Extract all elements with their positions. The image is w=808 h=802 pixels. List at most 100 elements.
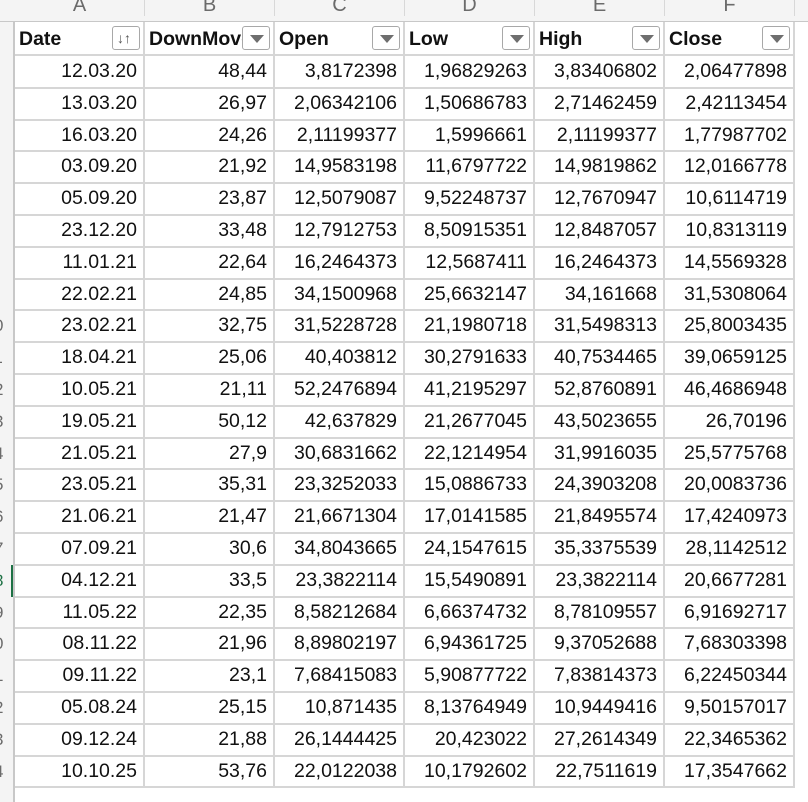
cell-open[interactable]: 3,8172398 [275, 56, 405, 89]
cell-low[interactable]: 25,6632147 [405, 278, 535, 312]
cell-open[interactable]: 23,3822114 [275, 564, 405, 598]
cell-high[interactable]: 2,71462459 [535, 87, 665, 121]
cell-date[interactable]: 07.09.21 [15, 533, 145, 566]
row-number[interactable]: 8 [0, 247, 13, 279]
cell-low[interactable]: 5,90877722 [405, 660, 535, 693]
row-number[interactable]: 19 [0, 597, 13, 629]
cell-downmove[interactable]: 21,88 [145, 723, 275, 757]
row-number[interactable]: 23 [0, 724, 13, 756]
cell-high[interactable]: 7,83814373 [535, 660, 665, 693]
row-number[interactable]: 3 [0, 88, 13, 120]
cell-low[interactable]: 1,5996661 [405, 119, 535, 153]
row-number[interactable]: 21 [0, 660, 13, 692]
cell-downmove[interactable]: 32,75 [145, 310, 275, 344]
cell-close[interactable]: 7,68303398 [665, 628, 795, 662]
row-number[interactable]: 24 [0, 756, 13, 788]
cell-low[interactable]: 22,1214954 [405, 437, 535, 471]
cell-low[interactable]: 30,2791633 [405, 342, 535, 375]
cell-downmove[interactable]: 21,11 [145, 374, 275, 407]
cell-high[interactable]: 12,7670947 [535, 183, 665, 216]
cell-downmove[interactable]: 30,6 [145, 533, 275, 566]
cell-open[interactable]: 23,3252033 [275, 469, 405, 503]
cell-date[interactable]: 19.05.21 [15, 405, 145, 439]
column-letter-f[interactable]: F [665, 0, 795, 16]
cell-close[interactable]: 17,4240973 [665, 501, 795, 534]
cell-downmove[interactable]: 22,64 [145, 246, 275, 280]
cell-high[interactable]: 35,3375539 [535, 533, 665, 566]
cell-high[interactable]: 22,7511619 [535, 755, 665, 789]
filter-dropdown-icon[interactable] [372, 26, 400, 50]
cell-close[interactable]: 25,5775768 [665, 437, 795, 471]
row-number[interactable]: 2 [0, 56, 13, 88]
cell-date[interactable]: 05.08.24 [15, 692, 145, 725]
cell-downmove[interactable]: 48,44 [145, 56, 275, 89]
cell-close[interactable]: 14,5569328 [665, 246, 795, 280]
row-number[interactable]: 22 [0, 692, 13, 724]
cell-date[interactable]: 23.05.21 [15, 469, 145, 503]
cell-open[interactable]: 34,1500968 [275, 278, 405, 312]
cell-date[interactable]: 08.11.22 [15, 628, 145, 662]
cell-open[interactable]: 12,7912753 [275, 215, 405, 248]
cell-date[interactable]: 23.02.21 [15, 310, 145, 344]
cell-high[interactable]: 34,161668 [535, 278, 665, 312]
cell-high[interactable]: 16,2464373 [535, 246, 665, 280]
cell-open[interactable]: 34,8043665 [275, 533, 405, 566]
cell-close[interactable]: 22,3465362 [665, 723, 795, 757]
cell-date[interactable]: 22.02.21 [15, 278, 145, 312]
cell-downmove[interactable]: 21,47 [145, 501, 275, 534]
cell-high[interactable]: 23,3822114 [535, 564, 665, 598]
column-letter-c[interactable]: C [275, 0, 405, 16]
cell-close[interactable]: 20,0083736 [665, 469, 795, 503]
cell-open[interactable]: 8,89802197 [275, 628, 405, 662]
row-number[interactable]: 7 [0, 215, 13, 247]
cell-low[interactable]: 15,0886733 [405, 469, 535, 503]
cell-low[interactable]: 10,1792602 [405, 755, 535, 789]
cell-open[interactable]: 40,403812 [275, 342, 405, 375]
row-number[interactable]: 11 [0, 342, 13, 374]
cell-high[interactable]: 8,78109557 [535, 596, 665, 630]
cell-date[interactable]: 21.05.21 [15, 437, 145, 471]
cell-low[interactable]: 15,5490891 [405, 564, 535, 598]
cell-low[interactable]: 9,52248737 [405, 183, 535, 216]
cell-close[interactable]: 28,1142512 [665, 533, 795, 566]
filter-dropdown-icon[interactable] [502, 26, 530, 50]
cell-high[interactable]: 2,11199377 [535, 119, 665, 153]
cell-date[interactable]: 16.03.20 [15, 119, 145, 153]
cell-low[interactable]: 21,1980718 [405, 310, 535, 344]
cell-open[interactable]: 2,11199377 [275, 119, 405, 153]
cell-open[interactable]: 26,1444425 [275, 723, 405, 757]
cell-open[interactable]: 42,637829 [275, 405, 405, 439]
cell-close[interactable]: 10,8313119 [665, 215, 795, 248]
cell-open[interactable]: 10,871435 [275, 692, 405, 725]
cell-downmove[interactable]: 21,92 [145, 151, 275, 185]
header-cell-low[interactable]: Low [405, 22, 535, 56]
row-number[interactable]: 14 [0, 438, 13, 470]
header-cell-open[interactable]: Open [275, 22, 405, 56]
cell-high[interactable]: 10,9449416 [535, 692, 665, 725]
column-letter-d[interactable]: D [405, 0, 535, 16]
row-number[interactable]: 17 [0, 533, 13, 565]
cell-high[interactable]: 31,9916035 [535, 437, 665, 471]
cell-low[interactable]: 1,50686783 [405, 87, 535, 121]
cell-date[interactable]: 11.05.22 [15, 596, 145, 630]
cell-date[interactable]: 13.03.20 [15, 87, 145, 121]
cell-high[interactable]: 40,7534465 [535, 342, 665, 375]
cell-high[interactable]: 14,9819862 [535, 151, 665, 185]
cell-close[interactable]: 26,70196 [665, 405, 795, 439]
row-number[interactable]: 5 [0, 151, 13, 183]
cell-downmove[interactable]: 24,85 [145, 278, 275, 312]
cell-date[interactable]: 11.01.21 [15, 246, 145, 280]
cell-downmove[interactable]: 25,15 [145, 692, 275, 725]
cell-high[interactable]: 31,5498313 [535, 310, 665, 344]
cell-open[interactable]: 8,58212684 [275, 596, 405, 630]
header-cell-downmove[interactable]: DownMove [145, 22, 275, 56]
row-number[interactable]: 6 [0, 183, 13, 215]
cell-close[interactable]: 12,0166778 [665, 151, 795, 185]
row-number[interactable]: 18 [0, 565, 13, 597]
header-cell-close[interactable]: Close [665, 22, 795, 56]
cell-downmove[interactable]: 53,76 [145, 755, 275, 789]
header-cell-date[interactable]: Date ↓↑ [15, 22, 145, 56]
cell-high[interactable]: 21,8495574 [535, 501, 665, 534]
row-number[interactable]: 20 [0, 628, 13, 660]
cell-close[interactable]: 1,77987702 [665, 119, 795, 153]
